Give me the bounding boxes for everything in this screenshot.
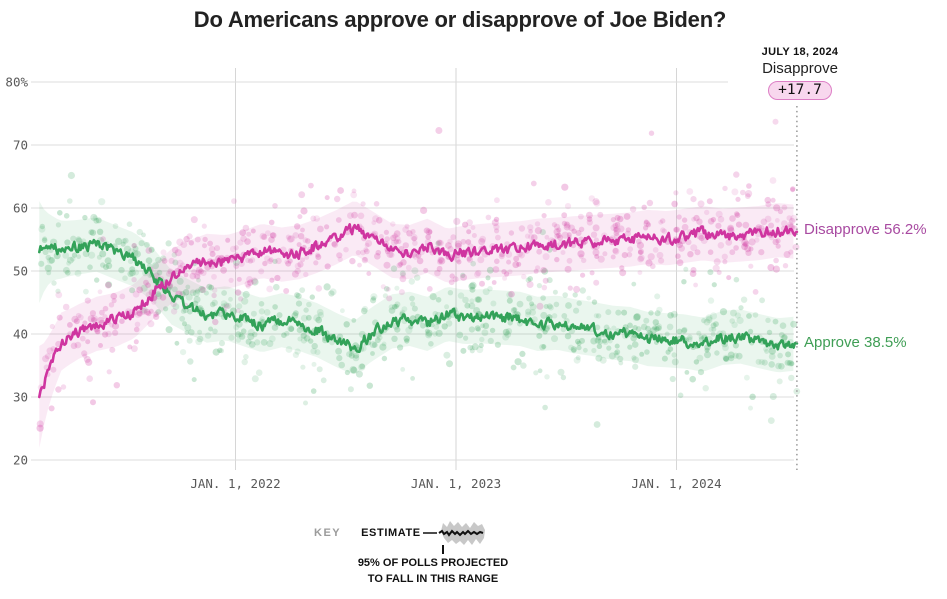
- svg-text:70: 70: [13, 138, 28, 153]
- svg-text:80%: 80%: [5, 75, 28, 90]
- svg-text:40: 40: [13, 327, 28, 342]
- poll-dots: [36, 118, 801, 432]
- estimate-label: ESTIMATE: [361, 527, 421, 539]
- range-pointer-line: [442, 545, 444, 554]
- disapprove-line: [38, 223, 799, 399]
- key-note-line1: 95% OF POLLS PROJECTED: [357, 557, 509, 569]
- annotation-date: JULY 18, 2024: [761, 46, 839, 58]
- key-note: 95% OF POLLS PROJECTED TO FALL IN THIS R…: [350, 556, 516, 588]
- estimate-lines: [38, 223, 799, 399]
- gridlines: JAN. 1, 2022 JAN. 1, 2023 JAN. 1, 2024 80% 7…: [5, 68, 794, 491]
- annotation-series-label: Disapprove: [762, 60, 838, 77]
- svg-text:30: 30: [13, 390, 28, 405]
- estimate-line-glyph: [438, 529, 484, 537]
- key-label: KEY: [314, 527, 342, 539]
- svg-text:JAN. 1, 2024: JAN. 1, 2024: [631, 476, 721, 491]
- svg-text:JAN. 1, 2023: JAN. 1, 2023: [411, 476, 501, 491]
- approve-line: [38, 238, 799, 354]
- estimate-sample-glyph: [422, 521, 485, 545]
- disapprove-end-label: Disapprove 56.2%: [804, 221, 927, 238]
- margin-badge: +17.7: [768, 81, 832, 100]
- chart-key: KEY ESTIMATE: [314, 518, 487, 548]
- svg-text:60: 60: [13, 201, 28, 216]
- approve-end-label: Approve 38.5%: [804, 334, 907, 351]
- svg-text:20: 20: [13, 453, 28, 468]
- svg-text:50: 50: [13, 264, 28, 279]
- svg-text:JAN. 1, 2022: JAN. 1, 2022: [190, 476, 280, 491]
- key-note-line2: TO FALL IN THIS RANGE: [367, 572, 499, 585]
- page-title: Do Americans approve or disapprove of Jo…: [193, 7, 727, 32]
- current-date-annotation: JULY 18, 2024 Disapprove +17.7: [728, 46, 872, 100]
